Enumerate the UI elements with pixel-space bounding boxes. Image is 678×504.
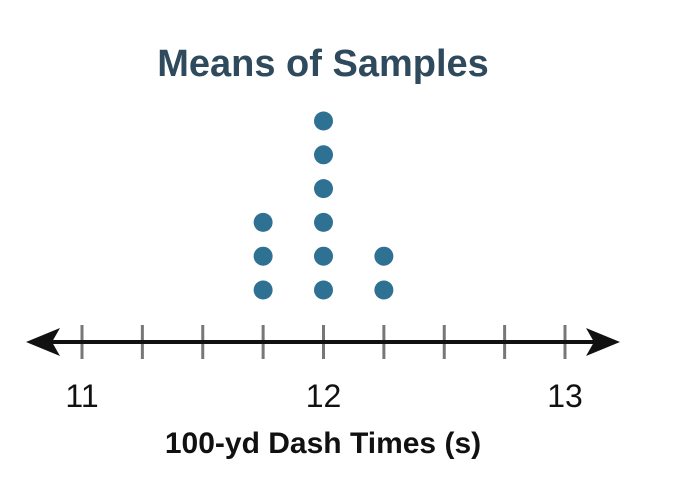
- data-dot: [314, 145, 333, 165]
- data-dot: [253, 280, 273, 300]
- data-dots: [253, 111, 394, 300]
- x-axis-label: 100-yd Dash Times (s): [165, 427, 481, 460]
- axis-right-arrow: [586, 328, 620, 356]
- data-dot: [314, 246, 333, 266]
- axis-left-arrow: [26, 328, 60, 356]
- data-dot: [253, 212, 273, 232]
- tick-label-11: 11: [65, 378, 98, 414]
- data-dot: [314, 212, 333, 232]
- tick-label-12: 12: [306, 378, 342, 414]
- data-dot: [314, 179, 333, 199]
- data-dot: [314, 111, 333, 131]
- data-dot: [253, 246, 273, 266]
- tick-labels: 11 12 13: [65, 378, 582, 414]
- data-dot: [314, 280, 333, 300]
- data-dot: [374, 246, 394, 266]
- tick-label-13: 13: [547, 378, 583, 414]
- data-dot: [374, 280, 394, 300]
- chart-title: Means of Samples: [157, 43, 489, 85]
